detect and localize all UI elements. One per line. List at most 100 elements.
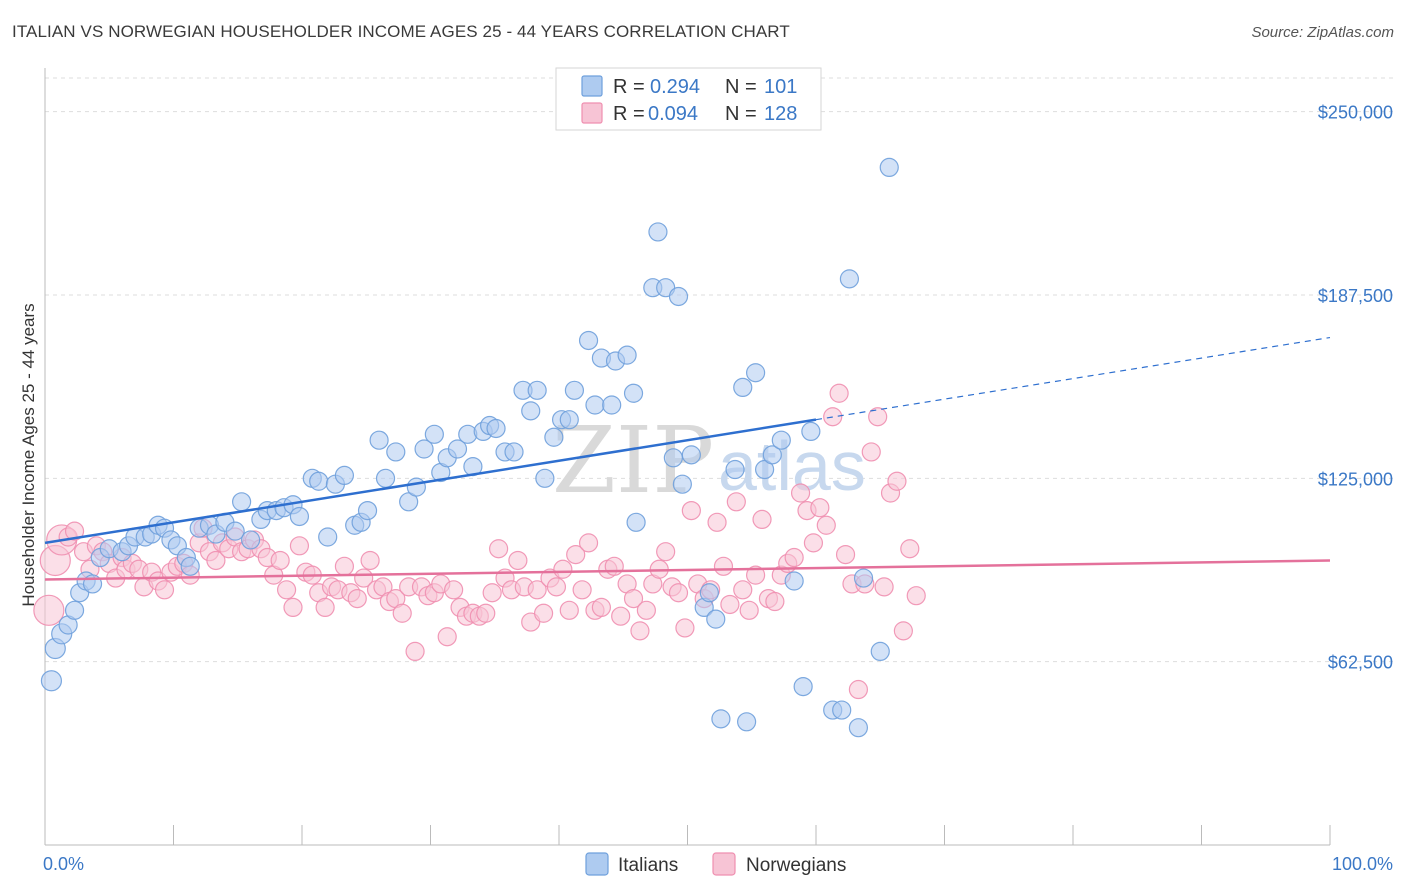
italians-point-43 <box>375 468 396 488</box>
norwegians-point-117 <box>790 483 811 503</box>
italians-point-81 <box>681 445 701 465</box>
italians-point-87 <box>733 377 753 397</box>
norwegians-point-100 <box>681 501 701 521</box>
norwegians-point-48 <box>347 588 367 609</box>
legend-n-italians: 101 <box>764 76 797 98</box>
italians-point-62 <box>535 468 555 488</box>
norwegians-point-82 <box>566 544 586 565</box>
norwegians-point-36 <box>270 550 290 571</box>
norwegians-point-77 <box>533 603 554 623</box>
italians-point-72 <box>617 345 637 365</box>
norwegians-point-62 <box>437 627 457 647</box>
norwegians-point-119 <box>803 533 824 553</box>
bottom-swatch-italians <box>585 852 609 876</box>
italians-point-41 <box>357 501 378 521</box>
stats-legend: R = 0.294 N = 101 R = 0.094 N = 128 <box>555 67 822 131</box>
norwegians-point-92 <box>630 621 650 641</box>
italians-point-38 <box>334 465 355 485</box>
italians-trendline <box>44 418 817 545</box>
norwegians-point-105 <box>713 556 734 576</box>
italians-point-86 <box>725 459 745 480</box>
norwegians-point-38 <box>283 597 303 618</box>
italians-point-35 <box>309 471 329 491</box>
italians-point-83 <box>699 583 719 603</box>
norwegians-point-46 <box>334 556 355 576</box>
norwegians-trendline <box>44 559 1331 581</box>
norwegians-point-37 <box>276 580 297 600</box>
norwegians-point-96 <box>656 542 676 562</box>
series-legend: Italians Norwegians <box>585 852 846 876</box>
italians-point-93 <box>784 571 804 591</box>
norwegians-point-76 <box>527 580 547 600</box>
italians-point-63 <box>544 427 564 447</box>
norwegians-point-0 <box>33 594 65 626</box>
norwegians-point-68 <box>476 603 496 623</box>
norwegians-point-111 <box>752 509 772 530</box>
legend-swatch-italians <box>581 75 603 97</box>
norwegians-point-108 <box>733 580 753 600</box>
italians-point-48 <box>424 424 444 444</box>
norwegians-point-57 <box>405 641 425 662</box>
norwegians-point-18 <box>154 580 175 600</box>
italians-point-33 <box>289 506 310 527</box>
tick-labels: $62,500 $125,000 $187,500 $250,000 0.0% 100.0… <box>43 103 1393 874</box>
norwegians-point-26 <box>206 550 226 571</box>
norwegians-point-129 <box>868 407 888 427</box>
y-tick-label-0: $62,500 <box>1328 653 1393 673</box>
norwegians-point-50 <box>360 550 380 571</box>
watermark: ZIP atlas <box>552 407 866 514</box>
italians-point-101 <box>870 641 890 662</box>
italians-point-102 <box>879 157 899 177</box>
legend-r-norwegians: 0.094 <box>648 103 698 125</box>
italians-point-26 <box>232 492 252 512</box>
italians-point-61 <box>527 380 547 400</box>
y-axis-label: Householder Income Ages 25 - 44 years <box>19 303 38 606</box>
x-tick-label-1: 100.0% <box>1332 854 1393 874</box>
legend-n-label-italians: N = <box>725 76 757 98</box>
norwegians-point-55 <box>392 603 412 623</box>
norwegians-point-99 <box>675 618 695 638</box>
italians-point-36 <box>318 527 338 547</box>
italians-point-95 <box>801 421 821 441</box>
norwegians-point-124 <box>835 544 856 565</box>
norwegians-point-109 <box>739 600 759 620</box>
norwegians-point-113 <box>765 591 785 612</box>
norwegians-point-135 <box>906 586 926 606</box>
italians-point-60 <box>521 401 541 421</box>
italians-point-68 <box>585 395 605 415</box>
norwegians-point-132 <box>887 471 907 491</box>
italians-point-98 <box>839 269 860 289</box>
legend-r-label-norwegians: R = <box>613 103 645 125</box>
norwegians-point-126 <box>848 679 869 700</box>
norwegians-point-80 <box>553 559 573 579</box>
italians-point-85 <box>711 709 731 729</box>
norwegians-point-128 <box>861 442 881 462</box>
legend-r-italians: 0.294 <box>650 76 700 98</box>
italians-point-56 <box>486 418 506 439</box>
norwegians-point-81 <box>559 600 579 620</box>
italians-point-47 <box>414 439 434 459</box>
norwegians-point-69 <box>482 583 502 603</box>
norwegians-point-110 <box>746 565 766 585</box>
norwegians-point-70 <box>489 539 509 559</box>
y-tick-label-1: $125,000 <box>1318 469 1393 489</box>
norwegians-point-120 <box>810 498 830 518</box>
bottom-swatch-norwegians <box>712 852 736 876</box>
italians-point-44 <box>386 442 406 462</box>
norwegians-point-86 <box>591 597 612 618</box>
italians-point-99 <box>848 718 869 738</box>
italians-point-51 <box>447 439 468 459</box>
norwegians-point-133 <box>893 621 913 641</box>
italians-point-70 <box>602 395 622 415</box>
norwegians-point-130 <box>874 577 894 597</box>
italians-point-73 <box>623 383 644 403</box>
italians-point-84 <box>706 609 726 629</box>
italians-point-89 <box>746 363 766 383</box>
legend-n-label-norwegians: N = <box>725 103 757 125</box>
norwegians-point-89 <box>611 606 631 626</box>
norwegians-point-121 <box>816 515 836 535</box>
italians-point-74 <box>626 512 646 532</box>
source-credit: Source: ZipAtlas.com <box>1251 24 1394 41</box>
norwegians-point-73 <box>508 550 528 571</box>
